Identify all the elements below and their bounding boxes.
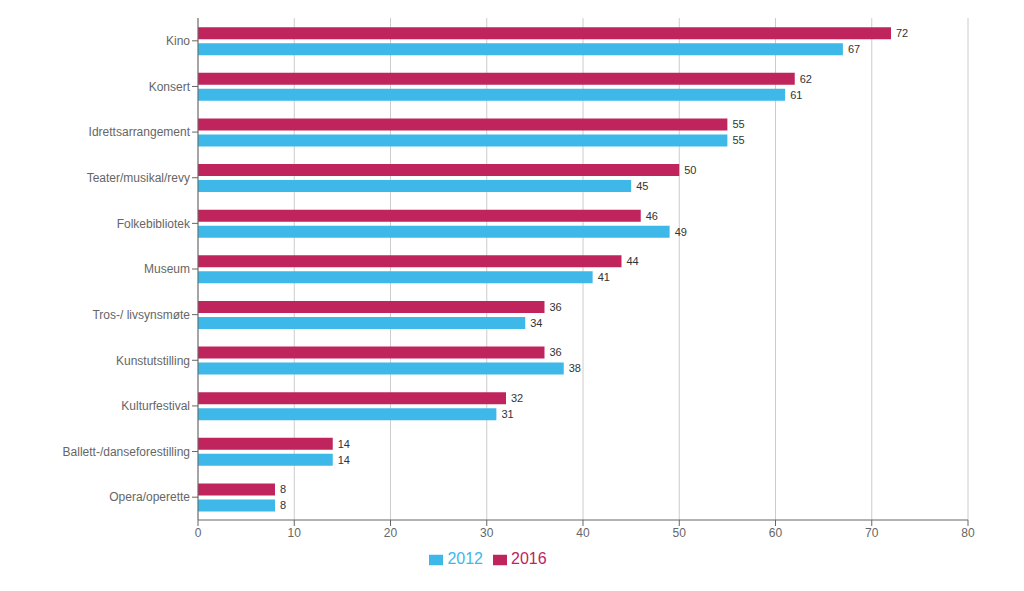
svg-text:70: 70 [865,526,879,540]
svg-text:61: 61 [790,89,802,101]
svg-text:Tros-/ livsynsmøte: Tros-/ livsynsmøte [92,308,190,322]
svg-text:50: 50 [673,526,687,540]
svg-text:40: 40 [576,526,590,540]
svg-text:10: 10 [288,526,302,540]
svg-text:30: 30 [480,526,494,540]
svg-text:0: 0 [195,526,202,540]
svg-text:Kino: Kino [166,34,190,48]
svg-text:Folkebibliotek: Folkebibliotek [117,217,191,231]
svg-text:14: 14 [338,454,350,466]
svg-text:36: 36 [550,346,562,358]
svg-text:8: 8 [280,483,286,495]
svg-text:36: 36 [550,301,562,313]
svg-text:41: 41 [598,271,610,283]
svg-text:20: 20 [384,526,398,540]
svg-text:Ballett-/danseforestilling: Ballett-/danseforestilling [63,445,190,459]
svg-text:34: 34 [530,317,542,329]
svg-text:62: 62 [800,73,812,85]
svg-text:80: 80 [961,526,975,540]
html-text:2012: 2012 [447,550,483,567]
svg-text:8: 8 [280,499,286,511]
svg-text:38: 38 [569,362,581,374]
svg-text:32: 32 [511,392,523,404]
svg-text:Opera/operette: Opera/operette [109,490,190,504]
svg-text:Museum: Museum [144,262,190,276]
svg-text:60: 60 [769,526,783,540]
svg-text:50: 50 [684,164,696,176]
svg-text:44: 44 [627,255,639,267]
svg-text:Teater/musikal/revy: Teater/musikal/revy [87,171,190,185]
svg-text:46: 46 [646,210,658,222]
html-text:2016: 2016 [511,550,547,567]
svg-text:Konsert: Konsert [149,80,191,94]
svg-text:55: 55 [732,134,744,146]
svg-text:Idrettsarrangement: Idrettsarrangement [89,125,191,139]
svg-text:49: 49 [675,226,687,238]
svg-text:Kunstutstilling: Kunstutstilling [116,354,190,368]
svg-text:72: 72 [896,27,908,39]
svg-text:67: 67 [848,43,860,55]
svg-text:31: 31 [501,408,513,420]
svg-text:55: 55 [732,118,744,130]
svg-text:14: 14 [338,438,350,450]
svg-text:Kulturfestival: Kulturfestival [121,399,190,413]
svg-text:45: 45 [636,180,648,192]
